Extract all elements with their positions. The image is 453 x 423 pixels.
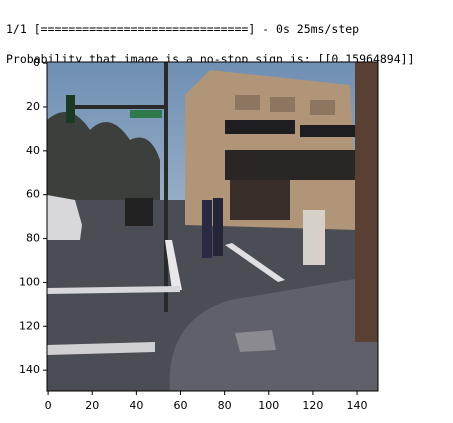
progress-line: 1/1 [==============================] - 0… — [6, 22, 360, 36]
x-tick-label: 60 — [174, 399, 188, 412]
x-tick-label: 0 — [45, 399, 52, 412]
y-tick-label: 100 — [19, 275, 40, 288]
y-tick-label: 140 — [19, 363, 40, 376]
image — [47, 62, 378, 391]
x-tick-label: 120 — [302, 399, 323, 412]
y-tick-label: 0 — [33, 56, 40, 69]
y-tick-label: 40 — [26, 144, 40, 157]
y-tick-label: 120 — [19, 319, 40, 332]
x-tick-label: 140 — [347, 399, 368, 412]
y-tick-label: 80 — [26, 232, 40, 245]
y-tick-label: 20 — [26, 100, 40, 113]
x-tick-label: 80 — [218, 399, 232, 412]
x-tick-label: 40 — [129, 399, 143, 412]
x-tick-label: 100 — [258, 399, 279, 412]
axes-frame — [46, 61, 379, 392]
y-tick-label: 60 — [26, 188, 40, 201]
x-tick-label: 20 — [85, 399, 99, 412]
